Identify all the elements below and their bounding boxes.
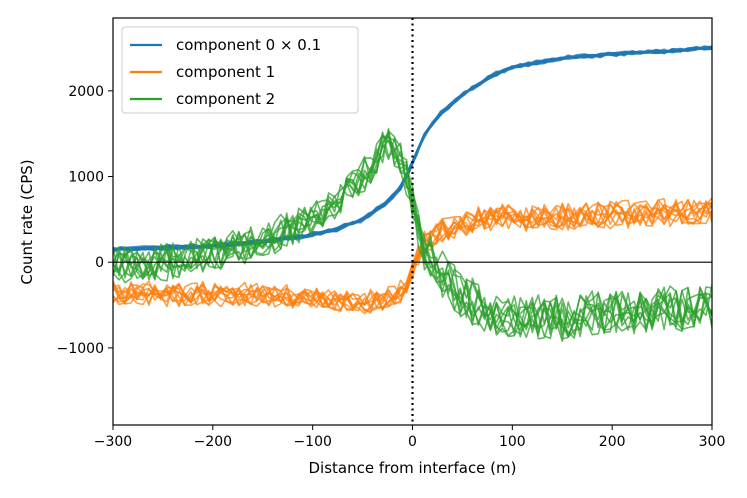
y-axis-label: Count rate (CPS) bbox=[18, 159, 36, 284]
x-tick-label: −300 bbox=[94, 434, 132, 450]
x-tick-label: 0 bbox=[408, 434, 417, 450]
legend-label-component-1: component 1 bbox=[176, 63, 275, 81]
x-tick-label: −100 bbox=[293, 434, 331, 450]
legend-label-component-2: component 2 bbox=[176, 90, 275, 108]
x-axis-label: Distance from interface (m) bbox=[308, 459, 516, 477]
x-axis-ticks: −300 −200 −100 0 100 200 300 bbox=[94, 425, 726, 450]
legend: component 0 × 0.1 component 1 component … bbox=[121, 26, 359, 114]
x-tick-label: 100 bbox=[499, 434, 526, 450]
legend-box bbox=[121, 26, 359, 114]
x-tick-label: −200 bbox=[194, 434, 232, 450]
y-tick-label: 1000 bbox=[68, 170, 104, 186]
reference-lines bbox=[113, 18, 712, 425]
legend-label-component-0: component 0 × 0.1 bbox=[176, 36, 321, 54]
x-tick-label: 200 bbox=[599, 434, 626, 450]
y-tick-label: 0 bbox=[95, 255, 104, 271]
y-axis-ticks: −1000 0 1000 2000 bbox=[57, 84, 113, 357]
x-tick-label: 300 bbox=[699, 434, 726, 450]
series-line-1-rep-8 bbox=[113, 199, 712, 311]
series-line-2-rep-9 bbox=[113, 130, 712, 343]
y-tick-label: 2000 bbox=[68, 84, 104, 100]
y-tick-label: −1000 bbox=[57, 341, 104, 357]
